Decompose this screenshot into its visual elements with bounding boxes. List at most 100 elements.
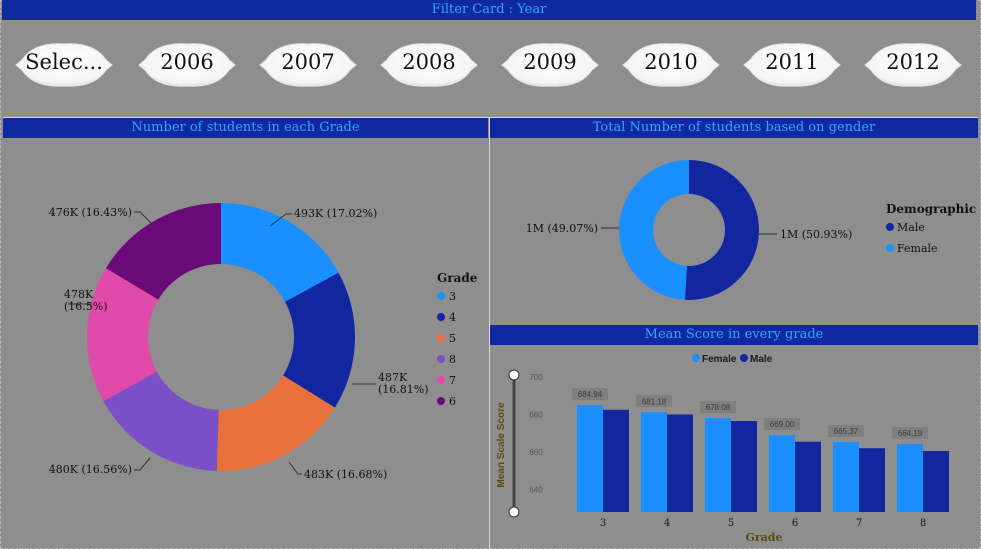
- slicer-select-all[interactable]: Selec...: [12, 38, 116, 92]
- grade-data-label: 493K (17.02%): [294, 207, 377, 220]
- bar-female-grade-3[interactable]: [577, 405, 603, 512]
- bar-legend-item-male: Male: [750, 354, 773, 365]
- slicer-year-2007[interactable]: 2007: [256, 38, 360, 92]
- bar-female-grade-7[interactable]: [833, 441, 859, 512]
- grade-slice-3[interactable]: [221, 203, 339, 302]
- filter-card-title: Filter Card : Year: [2, 0, 976, 20]
- slicer-label: Selec...: [25, 50, 103, 74]
- score-chart-title: Mean Score in every grade: [490, 325, 978, 345]
- grade-data-label: 483K (16.68%): [304, 468, 387, 481]
- gender-legend-item: Female: [897, 242, 938, 255]
- y-range-slider-handle-top[interactable]: [508, 369, 520, 381]
- gender-data-label-male: 1M (50.93%): [780, 228, 852, 241]
- bar-data-label: 665.37: [834, 427, 859, 436]
- bar-male-grade-3[interactable]: [603, 409, 629, 512]
- bar-male-grade-7[interactable]: [859, 448, 885, 512]
- legend-marker-icon: [437, 355, 445, 363]
- y-tick-label: 680: [529, 411, 543, 420]
- slicer-label: 2012: [886, 50, 940, 74]
- grade-slice-4[interactable]: [283, 272, 355, 408]
- grade-legend-item: 6: [449, 395, 456, 408]
- bar-data-label: 681.18: [642, 397, 667, 406]
- x-tick-label: 3: [600, 518, 606, 529]
- bar-legend-item-female: Female: [702, 354, 737, 365]
- x-tick-label: 8: [920, 518, 926, 529]
- grade-legend-title: Grade: [437, 271, 478, 285]
- bar-female-grade-8[interactable]: [897, 444, 923, 512]
- slicer-year-2012[interactable]: 2012: [861, 38, 965, 92]
- legend-marker-icon: [437, 376, 445, 384]
- slicer-year-2011[interactable]: 2011: [740, 38, 844, 92]
- grade-legend-item: 5: [449, 332, 456, 345]
- bar-data-label: 684.94: [578, 390, 603, 399]
- slicer-label: 2011: [765, 50, 819, 74]
- bar-data-label: 664.19: [898, 429, 923, 438]
- grade-legend-item: 8: [449, 353, 456, 366]
- slicer-shape: [743, 43, 841, 87]
- legend-marker-icon: [740, 354, 748, 362]
- bar-male-grade-8[interactable]: [923, 451, 949, 512]
- x-tick-label: 5: [728, 518, 734, 529]
- slicer-shape: [138, 43, 236, 87]
- legend-marker-icon: [437, 292, 445, 300]
- data-label-bg: [828, 424, 864, 437]
- legend-marker-icon: [692, 354, 700, 362]
- x-axis-title: Grade: [745, 531, 782, 544]
- slicer-year-2009[interactable]: 2009: [498, 38, 602, 92]
- grade-slice-5[interactable]: [216, 375, 335, 471]
- y-tick-label: 660: [529, 448, 543, 457]
- x-tick-label: 6: [792, 518, 798, 529]
- grade-donut-chart: 493K (17.02%)487K(16.81%)483K (16.68%)48…: [49, 203, 478, 481]
- data-label-bg: [572, 388, 608, 401]
- bar-male-grade-6[interactable]: [795, 441, 821, 512]
- year-slicer: Selec... 2006 2007 2008 2009 2010 2011 2012: [12, 38, 972, 92]
- slicer-year-2006[interactable]: 2006: [135, 38, 239, 92]
- legend-marker-icon: [886, 223, 894, 231]
- grade-legend-item: 3: [449, 290, 456, 303]
- bar-data-label: 669.00: [770, 420, 795, 429]
- grade-leader-line: [269, 213, 292, 227]
- grade-data-label: 478K: [64, 288, 94, 301]
- grade-leader-line: [134, 211, 153, 225]
- grade-slice-6[interactable]: [105, 203, 221, 300]
- data-label-bg: [892, 427, 928, 440]
- x-tick-label: 4: [664, 518, 670, 529]
- gender-slice-male[interactable]: [684, 160, 760, 300]
- bar-female-grade-6[interactable]: [769, 435, 795, 512]
- grade-slice-8[interactable]: [103, 371, 219, 471]
- slicer-year-2008[interactable]: 2008: [377, 38, 481, 92]
- y-tick-label: 640: [529, 486, 543, 495]
- y-axis-title: Mean Scale Score: [496, 402, 507, 487]
- panel-divider-top: [3, 117, 978, 118]
- slicer-label: 2006: [160, 50, 214, 74]
- slicer-shape: [864, 43, 962, 87]
- bar-female-grade-4[interactable]: [641, 412, 667, 512]
- y-range-slider-handle-bottom[interactable]: [508, 506, 520, 518]
- grade-legend-item: 7: [449, 374, 456, 387]
- grade-slice-7[interactable]: [87, 268, 159, 402]
- slicer-shape: [622, 43, 720, 87]
- legend-marker-icon: [437, 397, 445, 405]
- legend-marker-icon: [886, 244, 894, 252]
- bar-male-grade-4[interactable]: [667, 414, 693, 513]
- bar-female-grade-5[interactable]: [705, 418, 731, 512]
- gender-data-label-female: 1M (49.07%): [526, 222, 598, 235]
- slicer-year-2010[interactable]: 2010: [619, 38, 723, 92]
- grade-data-label: (16.5%): [64, 300, 108, 313]
- x-tick-label: 7: [856, 518, 862, 529]
- grade-data-label: 480K (16.56%): [49, 463, 132, 476]
- slicer-shape: [380, 43, 478, 87]
- legend-marker-icon: [437, 334, 445, 342]
- grade-data-label: 487K: [378, 371, 408, 384]
- slicer-shape: [15, 43, 113, 87]
- slicer-shape: [501, 43, 599, 87]
- grade-legend-item: 4: [449, 311, 456, 324]
- y-tick-label: 700: [529, 373, 543, 382]
- slicer-label: 2007: [281, 50, 335, 74]
- gender-chart-title: Total Number of students based on gender: [490, 118, 978, 138]
- bar-male-grade-5[interactable]: [731, 421, 757, 512]
- slicer-label: 2010: [644, 50, 698, 74]
- grade-data-label: (16.81%): [378, 383, 429, 396]
- bar-data-label: 678.08: [706, 403, 731, 412]
- gender-slice-female[interactable]: [619, 160, 689, 300]
